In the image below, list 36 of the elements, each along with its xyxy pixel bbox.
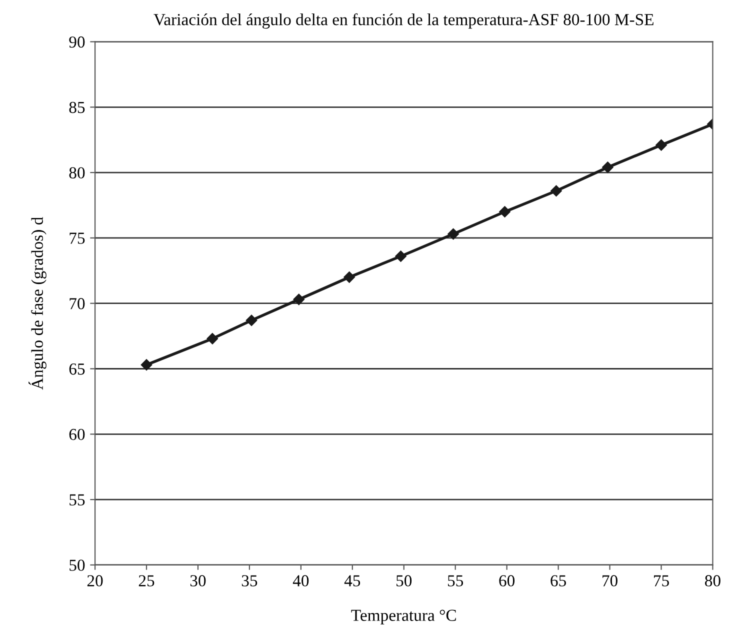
x-tick-label: 30 [190, 575, 206, 586]
x-tick-label: 75 [654, 575, 669, 586]
x-tick-label: 80 [705, 575, 720, 586]
y-tick-label: 50 [70, 560, 85, 571]
x-tick-label: 25 [138, 575, 154, 586]
point [448, 228, 459, 240]
x-axis-title: Temperatura °C [351, 610, 456, 624]
y-tick-label: 65 [69, 363, 85, 375]
point [206, 333, 218, 344]
x-tick-label: 70 [602, 575, 618, 586]
x-tick-label: 55 [448, 575, 464, 586]
point [550, 185, 562, 196]
point [499, 206, 510, 218]
x-tick-label: 65 [550, 575, 566, 586]
y-axis-title: Ángulo de fase (grados) d [28, 217, 46, 390]
x-tick-label: 60 [499, 575, 515, 586]
y-tick-label: 55 [70, 494, 85, 506]
point [344, 272, 355, 283]
point [140, 359, 152, 370]
y-tick-label: 85 [69, 102, 85, 114]
point [395, 250, 406, 262]
y-tick-label: 60 [69, 428, 85, 440]
chart-title: Variación del ángulo delta en función de la temperatura-ASF 80-100 M-SE [154, 13, 654, 29]
x-tick-label: 45 [344, 575, 360, 586]
y-tick-label: 75 [70, 232, 85, 244]
point [293, 294, 304, 306]
point [602, 162, 614, 173]
x-tick-label: 40 [292, 575, 309, 586]
y-tick-label: 80 [69, 167, 85, 178]
point [246, 314, 258, 326]
point [656, 139, 667, 151]
x-tick-label: 50 [396, 575, 412, 586]
y-tick-label: 90 [69, 36, 85, 48]
y-tick-label: 70 [70, 298, 85, 310]
x-tick-label: 35 [242, 575, 258, 586]
x-tick-label: 20 [87, 575, 103, 586]
